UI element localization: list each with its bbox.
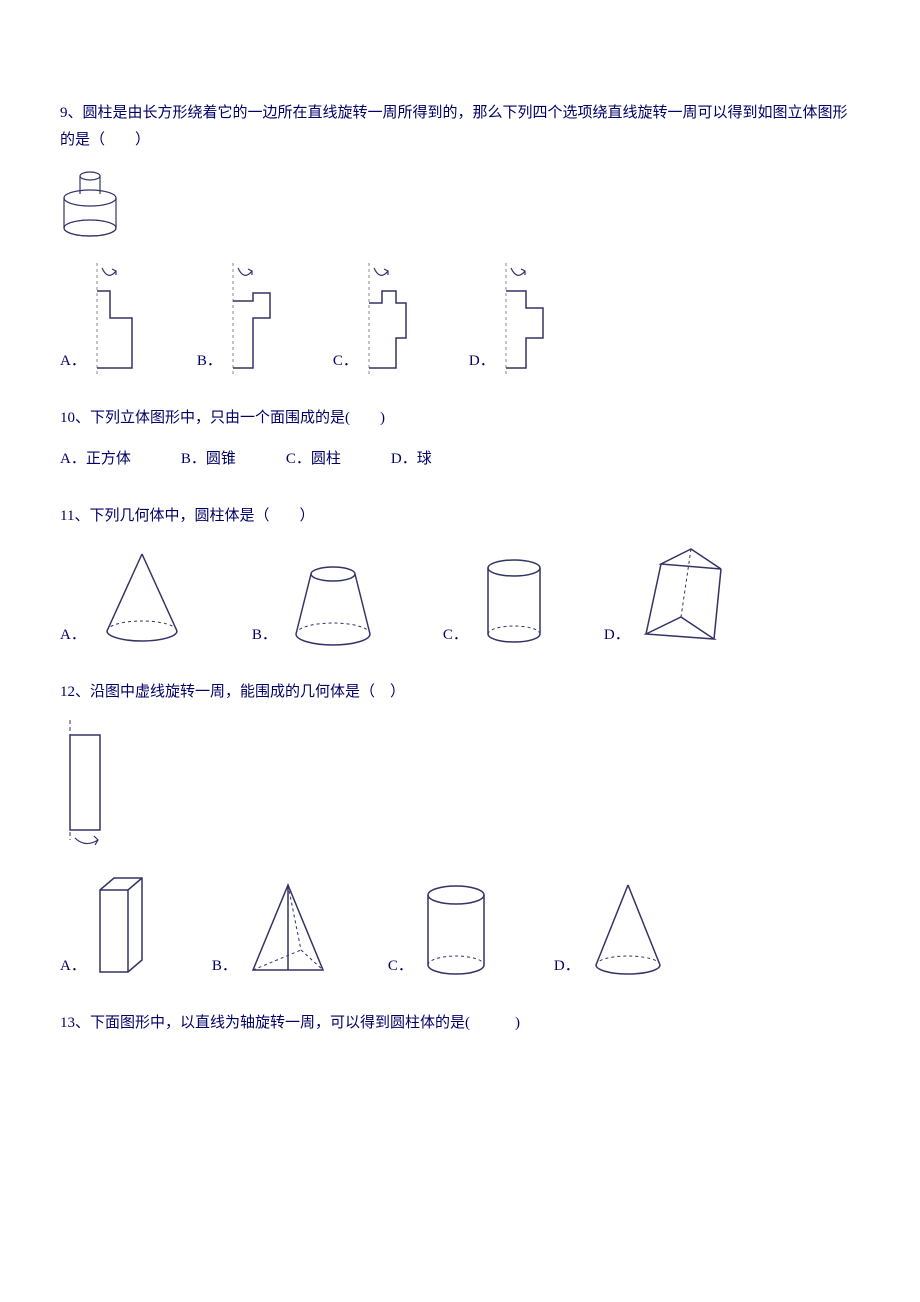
q9-figure [60, 168, 860, 243]
q9-option-c: C． [333, 263, 419, 375]
question-10: 10、下列立体图形中，只由一个面围成的是( ) A．正方体 B．圆锥 C．圆柱 … [60, 405, 860, 473]
q11-optD-label: D． [604, 622, 630, 649]
q9-option-a: A． [60, 263, 147, 375]
q11-option-d: D． [604, 544, 736, 649]
q10-optA: A．正方体 [60, 446, 131, 473]
frustum-icon [283, 559, 383, 649]
cylinder-icon [474, 554, 554, 649]
q12-figure [60, 720, 860, 850]
q10-optC: C．圆柱 [286, 446, 341, 473]
q11-optC-label: C． [443, 622, 468, 649]
q9-option-b: B． [197, 263, 283, 375]
q9-optD-shape [501, 263, 556, 375]
tri-prism-icon [243, 880, 338, 980]
q13-text: 13、下面图形中，以直线为轴旋转一周，可以得到圆柱体的是( ) [60, 1010, 860, 1037]
q9-optB-shape [228, 263, 283, 375]
q12-option-c: C． [388, 880, 494, 980]
q9-optB-label: B． [197, 348, 222, 375]
q9-optC-shape [364, 263, 419, 375]
q11-option-a: A． [60, 549, 192, 649]
q11-options: A． B． C． [60, 544, 860, 649]
q12-optB-label: B． [212, 953, 237, 980]
q12-text: 12、沿图中虚线旋转一周，能围成的几何体是（ ） [60, 679, 860, 706]
q12-options: A． B． C． [60, 870, 860, 980]
cone-icon [92, 549, 192, 649]
q11-option-b: B． [252, 559, 383, 649]
q11-text: 11、下列几何体中，圆柱体是（ ） [60, 503, 860, 530]
q10-optD: D．球 [391, 446, 432, 473]
q9-optA-label: A． [60, 348, 86, 375]
q9-options: A． B． C． [60, 263, 860, 375]
q11-option-c: C． [443, 554, 554, 649]
q10-options: A．正方体 B．圆锥 C．圆柱 D．球 [60, 446, 860, 473]
cylinder2-icon [419, 880, 494, 980]
q9-optC-label: C． [333, 348, 358, 375]
q9-option-d: D． [469, 263, 556, 375]
prism-icon [636, 544, 736, 649]
question-11: 11、下列几何体中，圆柱体是（ ） A． B． C． [60, 503, 860, 649]
q11-optA-label: A． [60, 622, 86, 649]
q9-optA-shape [92, 263, 147, 375]
q11-optB-label: B． [252, 622, 277, 649]
q10-optB: B．圆锥 [181, 446, 236, 473]
q12-optC-label: C． [388, 953, 413, 980]
question-13: 13、下面图形中，以直线为轴旋转一周，可以得到圆柱体的是( ) [60, 1010, 860, 1037]
q12-option-a: A． [60, 870, 152, 980]
q10-text: 10、下列立体图形中，只由一个面围成的是( ) [60, 405, 860, 432]
question-12: 12、沿图中虚线旋转一周，能围成的几何体是（ ） A． B． [60, 679, 860, 980]
q12-option-b: B． [212, 880, 338, 980]
q12-optA-label: A． [60, 953, 86, 980]
cone2-icon [586, 880, 671, 980]
q9-optD-label: D． [469, 348, 495, 375]
cuboid-icon [92, 870, 152, 980]
q12-option-d: D． [554, 880, 671, 980]
q12-optD-label: D． [554, 953, 580, 980]
q9-text: 9、圆柱是由长方形绕着它的一边所在直线旋转一周所得到的，那么下列四个选项绕直线旋… [60, 100, 860, 154]
question-9: 9、圆柱是由长方形绕着它的一边所在直线旋转一周所得到的，那么下列四个选项绕直线旋… [60, 100, 860, 375]
